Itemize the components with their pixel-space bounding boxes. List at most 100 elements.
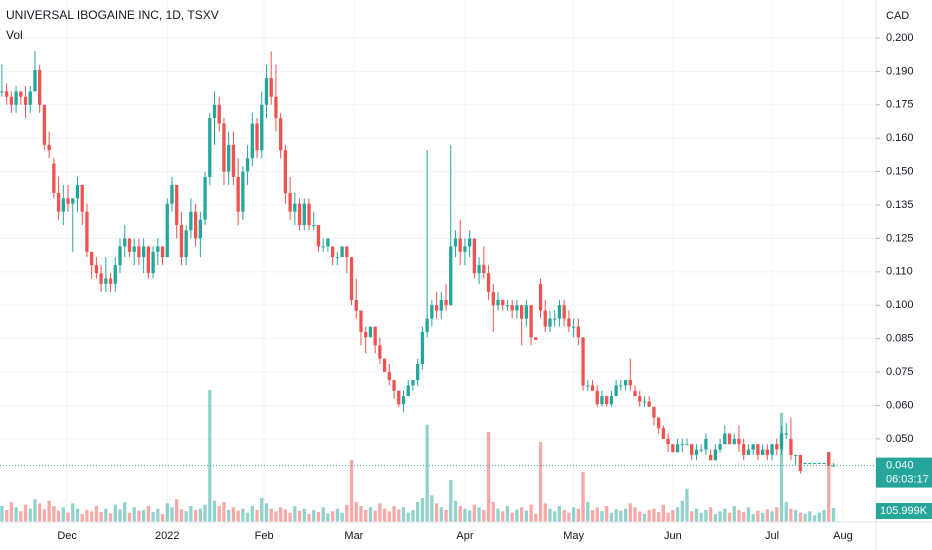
candle-body [496, 299, 500, 306]
last-price-badge [876, 457, 932, 488]
candle-body [19, 91, 23, 97]
volume-bar [482, 510, 486, 522]
volume-bar [170, 507, 174, 522]
candle-body [666, 438, 670, 445]
candle-body [94, 265, 99, 274]
candle-body [269, 78, 273, 97]
candle-body [227, 144, 231, 172]
candle-body [411, 380, 415, 386]
candle-body [548, 318, 552, 327]
volume-bar [430, 495, 434, 522]
candle-body [416, 364, 420, 381]
candle-body [439, 299, 443, 311]
candle-body [694, 449, 699, 455]
candle-body [33, 70, 37, 92]
x-tick-label: Jul [765, 530, 779, 542]
candle-body [543, 310, 547, 327]
volume-bar [638, 511, 642, 522]
volume-bar [392, 506, 396, 522]
volume-bar [562, 510, 566, 522]
candle-body [56, 192, 61, 212]
candle-body [368, 326, 373, 338]
volume-bar [756, 510, 760, 522]
candle-body [463, 246, 467, 252]
candle-body [657, 417, 661, 429]
volume-bar [123, 502, 127, 522]
candle-body [170, 184, 174, 204]
candle-body [66, 198, 70, 204]
volume-bar [312, 510, 316, 522]
volume-bar [685, 488, 689, 522]
candle-body [193, 211, 198, 239]
candle-body [553, 318, 557, 320]
volume-bar [519, 507, 524, 522]
candle-body [75, 184, 80, 199]
candle-body [212, 104, 217, 119]
candle-body [9, 96, 13, 105]
volume-bar [501, 511, 505, 522]
candle-body [704, 438, 708, 450]
candle-body [236, 176, 240, 212]
candle-body [633, 390, 637, 397]
candle-body [713, 449, 718, 461]
volume-bar [104, 508, 108, 522]
candle-body [605, 396, 609, 405]
volume-bar [179, 509, 184, 522]
candle-body [359, 310, 363, 332]
volume-bar [557, 506, 562, 522]
y-tick-label: 0.150 [886, 166, 914, 178]
volume-bar [359, 506, 363, 522]
volume-bar [439, 507, 443, 522]
candle-body [406, 385, 410, 397]
volume-bar [605, 506, 609, 522]
candle-body [472, 238, 477, 274]
volume-bar [47, 500, 51, 522]
volume-bar [94, 506, 99, 522]
candle-body [723, 433, 727, 445]
candle-body [831, 465, 836, 467]
candle-body [491, 291, 495, 306]
volume-bar [19, 511, 23, 522]
y-tick-label: 0.200 [886, 32, 914, 44]
volume-bar [387, 511, 391, 522]
candle-body [378, 345, 382, 359]
candle-body [217, 104, 221, 124]
candle-body [609, 396, 614, 405]
candle-body [822, 462, 826, 464]
volume-bar [449, 480, 453, 522]
candle-body [23, 96, 28, 105]
candle-body [661, 428, 666, 439]
countdown-label: 06:03:17 [886, 474, 929, 486]
candle-body [638, 396, 642, 402]
candle-body [425, 318, 429, 332]
volume-bar [283, 509, 288, 522]
volume-bar [510, 512, 514, 522]
volume-bar [364, 510, 368, 522]
volume-bar [160, 514, 165, 522]
candle-body [420, 331, 425, 365]
volume-bar [675, 507, 680, 522]
chart-title: UNIVERSAL IBOGAINE INC, 1D, TSXV [6, 8, 219, 22]
candle-body [222, 123, 226, 172]
candle-body [264, 78, 269, 105]
candle-body [647, 401, 651, 407]
volume-bar [647, 510, 651, 522]
volume-bar [236, 510, 240, 522]
volume-bar [553, 511, 557, 522]
volume-bar [416, 502, 420, 522]
candle-body [453, 238, 458, 247]
volume-bar [704, 510, 708, 522]
candle-body [397, 390, 401, 405]
volume-bar [71, 503, 75, 522]
volume-bar [420, 498, 425, 522]
last-price-label: 0.040 [886, 460, 914, 472]
currency-label: CAD [886, 10, 909, 22]
candle-body [42, 104, 47, 145]
axis-layer: 0.200 0.190 0.175 0.160 0.150 0.135 0.125 0.110… [57, 32, 932, 542]
volume-bar [217, 506, 221, 522]
volume-bar [335, 508, 340, 522]
candle-body [113, 265, 117, 284]
volume-bar [75, 508, 80, 522]
